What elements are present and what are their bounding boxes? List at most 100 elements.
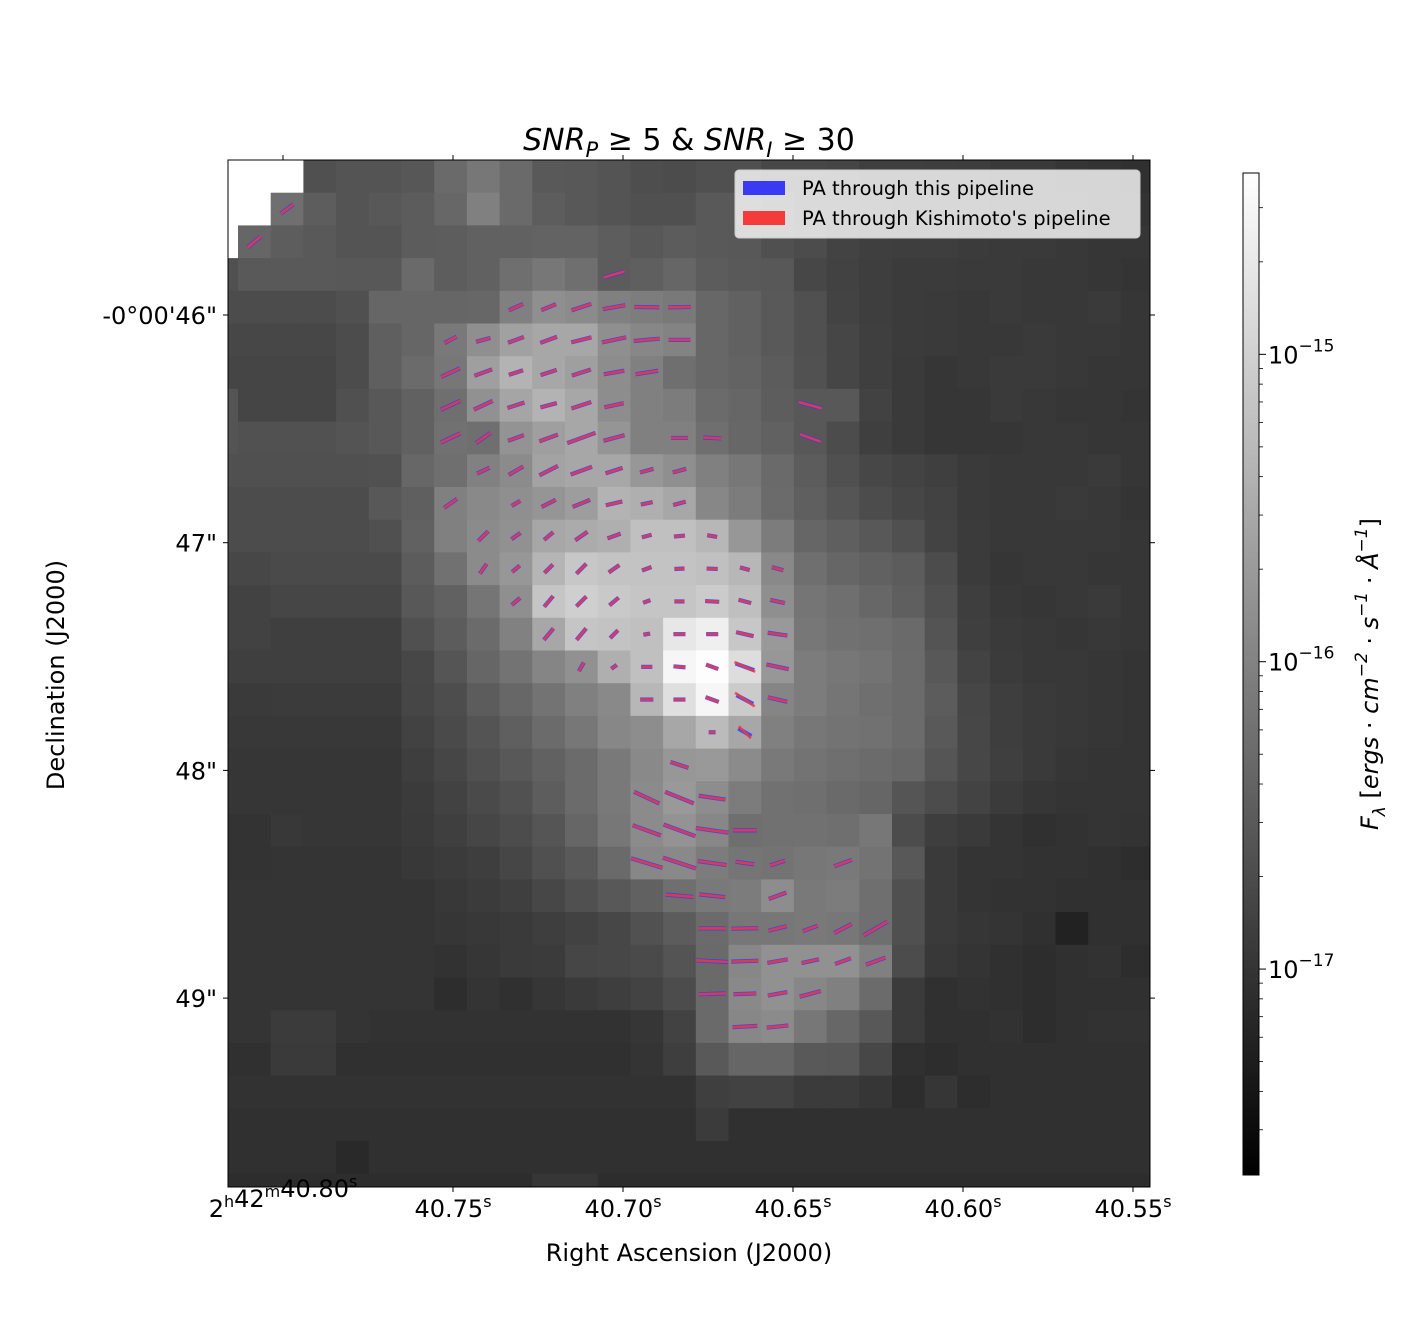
heatmap-cell (303, 1108, 337, 1142)
heatmap-cell (663, 912, 697, 946)
heatmap-cell (924, 290, 958, 324)
heatmap-cell (466, 585, 500, 619)
heatmap-cell (892, 323, 926, 357)
heatmap-cell (368, 421, 402, 455)
heatmap-cell (434, 683, 468, 717)
heatmap-cell (434, 225, 468, 259)
heatmap-cell (434, 748, 468, 782)
heatmap-cell (368, 192, 402, 226)
heatmap-cell (859, 781, 893, 815)
heatmap-cell (368, 912, 402, 946)
heatmap-cell (434, 977, 468, 1011)
heatmap-cell (924, 585, 958, 619)
heatmap-cell (565, 1108, 599, 1142)
heatmap-cell (565, 977, 599, 1011)
heatmap-cell (1022, 585, 1056, 619)
heatmap-cell (892, 617, 926, 651)
heatmap-cell (695, 323, 729, 357)
heatmap-cell (990, 258, 1024, 292)
pa-vector-kishimoto-pipeline (607, 563, 621, 574)
heatmap-cell (238, 487, 272, 521)
heatmap-cell (368, 879, 402, 913)
heatmap-cell (793, 519, 827, 553)
heatmap-cell (1120, 1010, 1150, 1044)
heatmap-cell (597, 1141, 631, 1175)
pa-vector-kishimoto-pipeline (766, 1024, 789, 1029)
heatmap-cell (892, 1075, 926, 1109)
heatmap-cell (303, 879, 337, 913)
heatmap-cell (1022, 1141, 1056, 1175)
pa-vector-kishimoto-pipeline (799, 989, 822, 998)
heatmap-cell (466, 814, 500, 848)
heatmap-cell (1120, 519, 1150, 553)
heatmap-cell (270, 160, 304, 194)
heatmap-cell (434, 552, 468, 586)
heatmap-cell (270, 617, 304, 651)
heatmap-cell (663, 1108, 697, 1142)
heatmap-cell (434, 1042, 468, 1076)
heatmap-cell (597, 814, 631, 848)
heatmap-cell (728, 388, 762, 422)
heatmap-cell (957, 258, 991, 292)
heatmap-cell (826, 1075, 860, 1109)
heatmap-cell (532, 715, 566, 749)
heatmap-cell (270, 487, 304, 521)
heatmap-cell (270, 388, 304, 422)
heatmap-cell (663, 1173, 697, 1187)
heatmap-cell (336, 748, 370, 782)
pa-vector-kishimoto-pipeline (510, 531, 522, 541)
pa-vector-kishimoto-pipeline (862, 920, 889, 937)
heatmap-cell (957, 388, 991, 422)
heatmap-cell (303, 748, 337, 782)
heatmap-cell (368, 748, 402, 782)
pa-vector-kishimoto-pipeline (604, 401, 625, 409)
x-axis-ticks: 2h42m40.80s 40.75s 40.70s 40.65s 40.60s 40.55… (209, 155, 1172, 1223)
pa-vector-kishimoto-pipeline (698, 992, 726, 996)
heatmap-cell (630, 715, 664, 749)
heatmap-cell (238, 290, 272, 324)
heatmap-cell (728, 421, 762, 455)
heatmap-cell (238, 388, 272, 422)
heatmap-cell (238, 846, 272, 880)
pa-vector-kishimoto-pipeline (603, 369, 625, 376)
heatmap-cell (336, 912, 370, 946)
heatmap-cell (466, 160, 500, 194)
heatmap-cell (1055, 715, 1089, 749)
heatmap-cell (1055, 519, 1089, 553)
pa-vector-kishimoto-pipeline (733, 992, 757, 996)
heatmap-cell (336, 1141, 370, 1175)
heatmap-cell (892, 1141, 926, 1175)
heatmap-cell (924, 519, 958, 553)
heatmap-cell (990, 879, 1024, 913)
pa-vector-kishimoto-pipeline (672, 467, 687, 474)
heatmap-cell (228, 1173, 239, 1187)
heatmap-cell (401, 519, 435, 553)
heatmap-cell (826, 258, 860, 292)
heatmap-cell (990, 748, 1024, 782)
heatmap-cell (1088, 977, 1122, 1011)
heatmap-cell (565, 846, 599, 880)
heatmap-cell (892, 421, 926, 455)
heatmap-cell (336, 454, 370, 488)
heatmap-cell (1055, 1075, 1089, 1109)
heatmap-cell (1022, 290, 1056, 324)
heatmap-cell (401, 879, 435, 913)
heatmap-cell (892, 1108, 926, 1142)
x-tick-label: 40.60s (924, 1192, 1001, 1223)
heatmap-cell (826, 388, 860, 422)
heatmap-cell (892, 944, 926, 978)
heatmap-cell (1055, 748, 1089, 782)
heatmap-cell (238, 944, 272, 978)
heatmap-cell (368, 323, 402, 357)
heatmap-cell (238, 1173, 272, 1187)
pa-vector-kishimoto-pipeline (705, 695, 720, 704)
pa-vector-kishimoto-pipeline (768, 924, 788, 933)
heatmap-cell (761, 1108, 795, 1142)
heatmap-cell (597, 225, 631, 259)
heatmap-cell (793, 650, 827, 684)
heatmap-cell (303, 258, 337, 292)
heatmap-cell (826, 552, 860, 586)
heatmap-cell (597, 1108, 631, 1142)
pa-vector-kishimoto-pipeline (443, 497, 458, 510)
heatmap-cell (826, 323, 860, 357)
